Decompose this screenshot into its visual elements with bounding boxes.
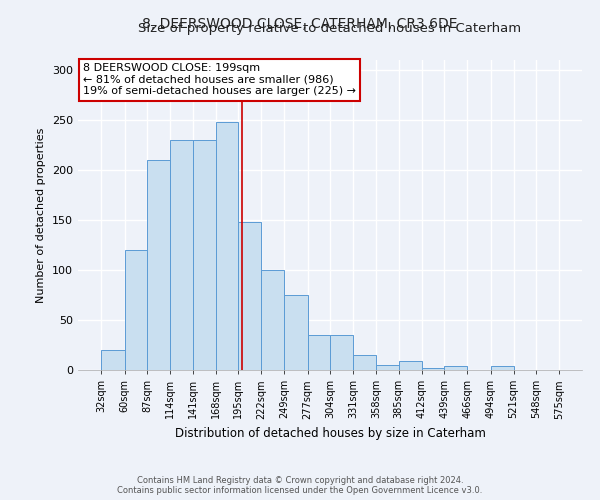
Text: 8 DEERSWOOD CLOSE: 199sqm
← 81% of detached houses are smaller (986)
19% of semi: 8 DEERSWOOD CLOSE: 199sqm ← 81% of detac… [83,63,356,96]
Bar [148,160,170,370]
Bar [101,350,125,370]
Title: Size of property relative to detached houses in Caterham: Size of property relative to detached ho… [139,22,521,35]
X-axis label: Distribution of detached houses by size in Caterham: Distribution of detached houses by size … [175,427,485,440]
Bar [422,368,445,370]
Bar [238,222,261,370]
Bar [353,355,376,370]
Bar [170,140,193,370]
Y-axis label: Number of detached properties: Number of detached properties [37,128,46,302]
Text: Contains HM Land Registry data © Crown copyright and database right 2024.
Contai: Contains HM Land Registry data © Crown c… [118,476,482,495]
Bar [261,270,284,370]
Bar [376,365,399,370]
Bar [125,250,148,370]
Bar [284,295,308,370]
Text: 8, DEERSWOOD CLOSE, CATERHAM, CR3 6DE: 8, DEERSWOOD CLOSE, CATERHAM, CR3 6DE [142,18,458,32]
Bar [215,122,238,370]
Bar [308,335,331,370]
Bar [193,140,215,370]
Bar [399,361,422,370]
Bar [331,335,353,370]
Bar [491,366,514,370]
Bar [445,366,467,370]
